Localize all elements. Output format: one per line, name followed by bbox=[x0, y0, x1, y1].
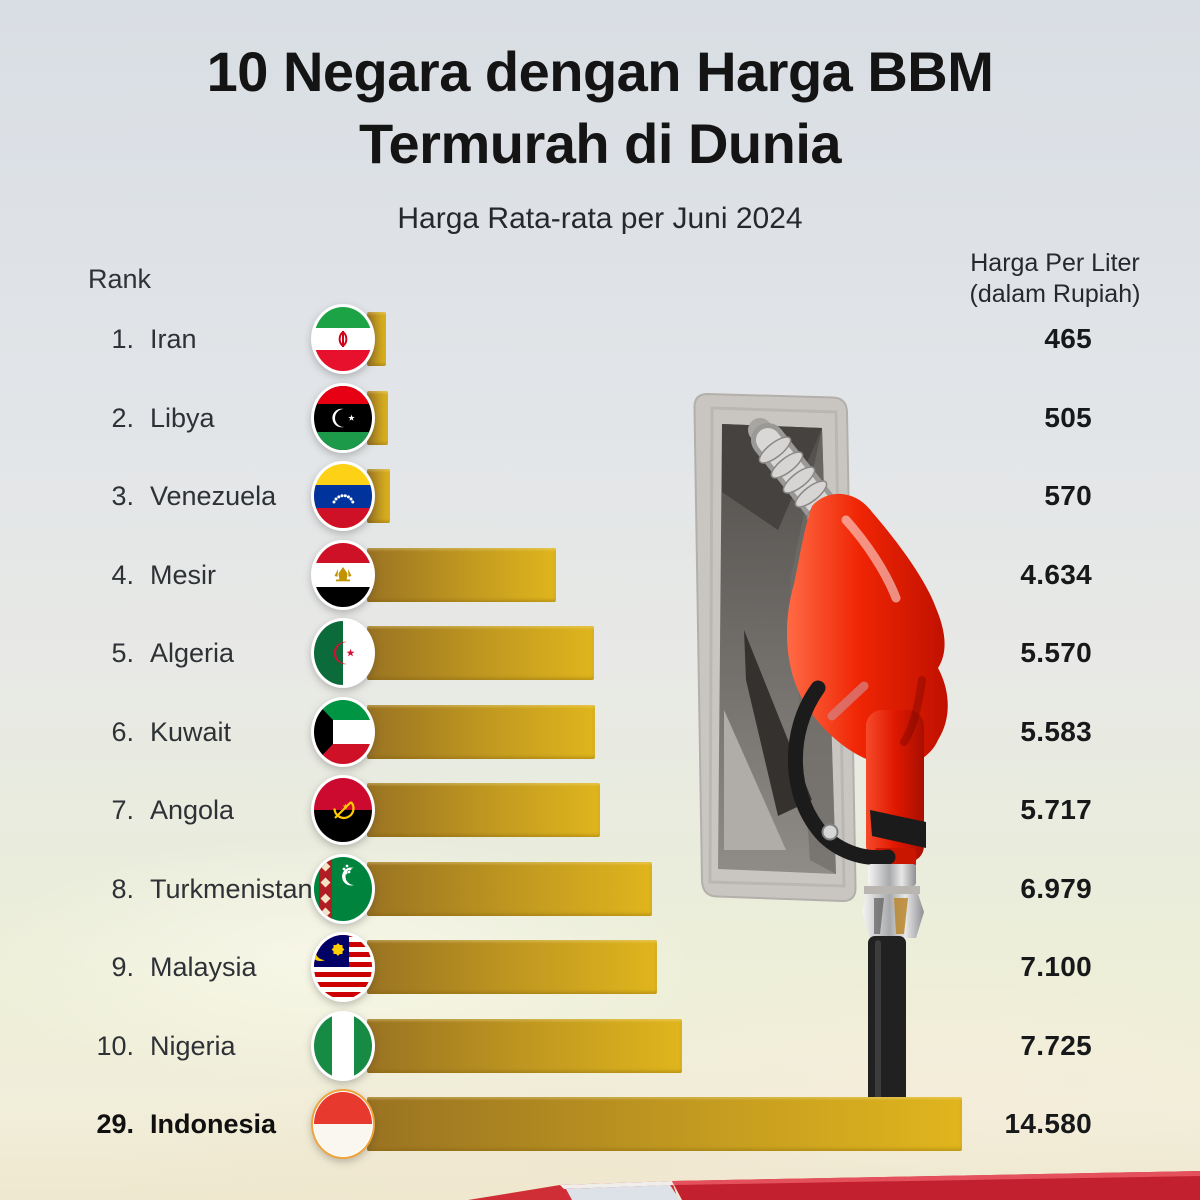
table-row: 7. Angola 5.717 bbox=[0, 771, 1200, 849]
price-value: 7.725 bbox=[1020, 1029, 1092, 1061]
rank-label: 2. bbox=[111, 402, 134, 433]
flag-libya-icon bbox=[311, 382, 375, 453]
rank-label: 7. bbox=[111, 795, 134, 825]
price-bar bbox=[367, 704, 595, 759]
rank-label: 1. bbox=[111, 324, 134, 354]
table-row: 6. Kuwait 5.583 bbox=[0, 693, 1200, 771]
price-bar bbox=[367, 783, 600, 837]
country-label: Indonesia bbox=[150, 1109, 277, 1139]
country-label: Angola bbox=[150, 795, 235, 825]
flag-angola-icon bbox=[311, 775, 375, 845]
price-bar bbox=[367, 1018, 682, 1073]
country-flag bbox=[311, 304, 375, 374]
price-value: 570 bbox=[1044, 480, 1092, 511]
country-label: Kuwait bbox=[150, 716, 232, 747]
rank-label: 10. bbox=[96, 1030, 134, 1061]
rank-label: 29. bbox=[96, 1109, 134, 1139]
price-value: 6.979 bbox=[1020, 872, 1092, 904]
flag-venezuela-icon bbox=[311, 461, 375, 531]
country-flag bbox=[311, 932, 375, 1002]
country-flag bbox=[311, 618, 375, 688]
rank-label: 6. bbox=[111, 716, 134, 747]
flag-malaysia-icon bbox=[311, 932, 375, 1002]
table-row: 1. Iran 465 bbox=[0, 300, 1200, 378]
price-bar bbox=[367, 940, 657, 994]
rank-label: 4. bbox=[111, 559, 134, 590]
rank-label: 9. bbox=[111, 952, 134, 982]
country-label: Malaysia bbox=[150, 952, 257, 982]
price-value: 505 bbox=[1044, 401, 1092, 433]
price-value: 7.100 bbox=[1020, 951, 1092, 982]
price-value: 5.583 bbox=[1020, 715, 1092, 747]
price-bar bbox=[367, 861, 652, 916]
price-value: 5.570 bbox=[1020, 637, 1092, 668]
table-row: 8. Turkmenistan 6.979 bbox=[0, 850, 1200, 928]
price-value: 5.717 bbox=[1020, 794, 1092, 825]
country-label: Mesir bbox=[150, 559, 216, 590]
flag-indonesia-icon bbox=[311, 1089, 375, 1159]
country-flag bbox=[311, 461, 375, 531]
rank-label: 5. bbox=[111, 638, 134, 668]
country-label: Algeria bbox=[150, 638, 235, 668]
country-label: Libya bbox=[150, 402, 215, 433]
rank-label: 8. bbox=[111, 873, 134, 904]
country-flag bbox=[311, 1089, 375, 1159]
country-label: Iran bbox=[150, 324, 197, 354]
table-row: 4. Mesir 4.634 bbox=[0, 536, 1200, 614]
table-row: 5. Algeria 5.570 bbox=[0, 614, 1200, 692]
table-row: 10. Nigeria 7.725 bbox=[0, 1007, 1200, 1085]
country-flag bbox=[311, 696, 375, 767]
country-flag bbox=[311, 1010, 375, 1081]
flag-kuwait-icon bbox=[311, 696, 375, 767]
price-bar bbox=[367, 626, 594, 680]
table-row: 29. Indonesia 14.580 bbox=[0, 1085, 1200, 1163]
flag-egypt-icon bbox=[311, 539, 375, 610]
flag-nigeria-icon bbox=[311, 1010, 375, 1081]
country-flag bbox=[311, 539, 375, 610]
table-row: 9. Malaysia 7.100 bbox=[0, 928, 1200, 1006]
table-row: 2. Libya 505 bbox=[0, 379, 1200, 457]
price-bar bbox=[367, 547, 556, 602]
flag-turkmenistan-icon bbox=[311, 853, 375, 924]
flag-iran-icon bbox=[311, 304, 375, 374]
country-flag bbox=[311, 775, 375, 845]
country-label: Nigeria bbox=[150, 1030, 236, 1061]
country-label: Turkmenistan bbox=[150, 873, 313, 904]
table-row: 3. Venezuela 570 bbox=[0, 457, 1200, 535]
price-bar bbox=[367, 1097, 962, 1151]
country-label: Venezuela bbox=[150, 481, 277, 511]
rank-label: 3. bbox=[111, 481, 134, 511]
country-flag bbox=[311, 382, 375, 453]
price-value: 4.634 bbox=[1020, 558, 1092, 590]
country-flag bbox=[311, 853, 375, 924]
flag-algeria-icon bbox=[311, 618, 375, 688]
price-value: 465 bbox=[1044, 323, 1092, 354]
